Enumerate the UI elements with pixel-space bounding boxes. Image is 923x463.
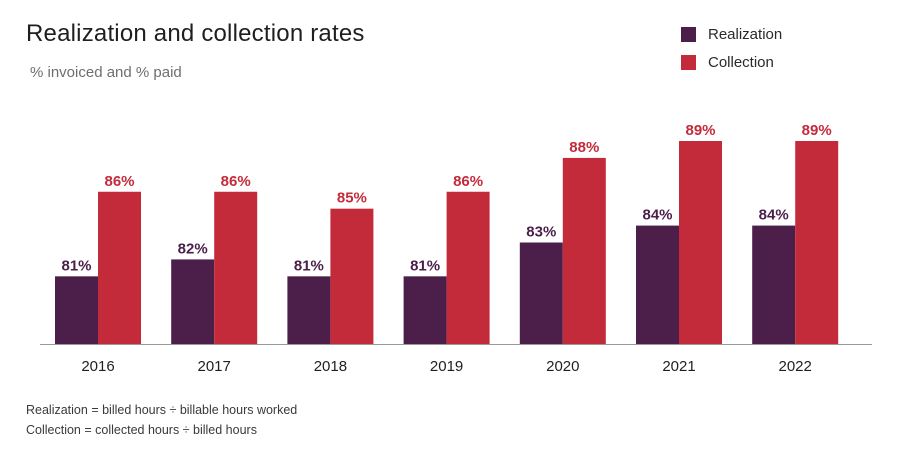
- footnote-realization: Realization = billed hours ÷ billable ho…: [26, 403, 298, 417]
- data-label-collection-2021: 89%: [685, 122, 715, 139]
- data-label-collection-2019: 86%: [453, 173, 483, 190]
- bar-chart: 81% 86% 2016 82% 86% 2017 81% 85% 2018 81% 86% 2019…: [40, 122, 872, 375]
- bar-realization-2022: [752, 225, 796, 344]
- data-label-realization-2019: 81%: [410, 257, 440, 274]
- legend-swatch-collection: [681, 54, 696, 70]
- data-label-realization-2022: 84%: [759, 207, 789, 224]
- bar-collection-2020: [562, 157, 606, 344]
- bar-realization-2019: [403, 276, 447, 344]
- chart-title: Realization and collection rates: [26, 20, 365, 47]
- bar-realization-2017: [171, 259, 215, 344]
- legend-item-collection: Collection: [681, 48, 782, 76]
- data-label-collection-2018: 85%: [337, 190, 367, 207]
- x-tick-label-2021: 2021: [662, 358, 695, 375]
- legend-label-collection: Collection: [708, 53, 774, 71]
- data-label-collection-2017: 86%: [221, 173, 251, 190]
- data-label-realization-2021: 84%: [642, 207, 672, 224]
- bar-collection-2018: [330, 208, 374, 344]
- bar-realization-2016: [55, 276, 98, 344]
- legend: Realization Collection: [681, 20, 782, 76]
- data-label-realization-2020: 83%: [526, 224, 556, 241]
- footnote-collection: Collection = collected hours ÷ billed ho…: [26, 423, 257, 437]
- legend-label-realization: Realization: [708, 25, 783, 43]
- bar-collection-2017: [214, 191, 258, 344]
- x-tick-label-2022: 2022: [779, 358, 812, 375]
- bar-collection-2022: [795, 141, 839, 344]
- data-label-collection-2020: 88%: [569, 139, 599, 156]
- x-tick-label-2017: 2017: [198, 358, 231, 375]
- bar-realization-2021: [636, 225, 679, 344]
- footnotes: Realization = billed hours ÷ billable ho…: [26, 400, 297, 440]
- data-label-realization-2018: 81%: [294, 257, 324, 274]
- legend-swatch-realization: [681, 26, 696, 42]
- legend-item-realization: Realization: [681, 20, 782, 48]
- x-tick-label-2018: 2018: [314, 358, 347, 375]
- chart-subtitle: % invoiced and % paid: [30, 64, 182, 81]
- data-label-realization-2017: 82%: [178, 240, 208, 257]
- bar-realization-2020: [519, 242, 563, 344]
- x-tick-label-2019: 2019: [430, 358, 463, 375]
- bar-realization-2018: [287, 276, 331, 344]
- bar-collection-2016: [98, 191, 141, 344]
- x-tick-label-2016: 2016: [81, 358, 114, 375]
- x-tick-label-2020: 2020: [546, 358, 579, 375]
- data-label-collection-2022: 89%: [802, 122, 832, 139]
- data-label-realization-2016: 81%: [61, 257, 91, 274]
- data-label-collection-2016: 86%: [104, 173, 134, 190]
- bar-collection-2019: [446, 191, 490, 344]
- bar-collection-2021: [679, 141, 722, 344]
